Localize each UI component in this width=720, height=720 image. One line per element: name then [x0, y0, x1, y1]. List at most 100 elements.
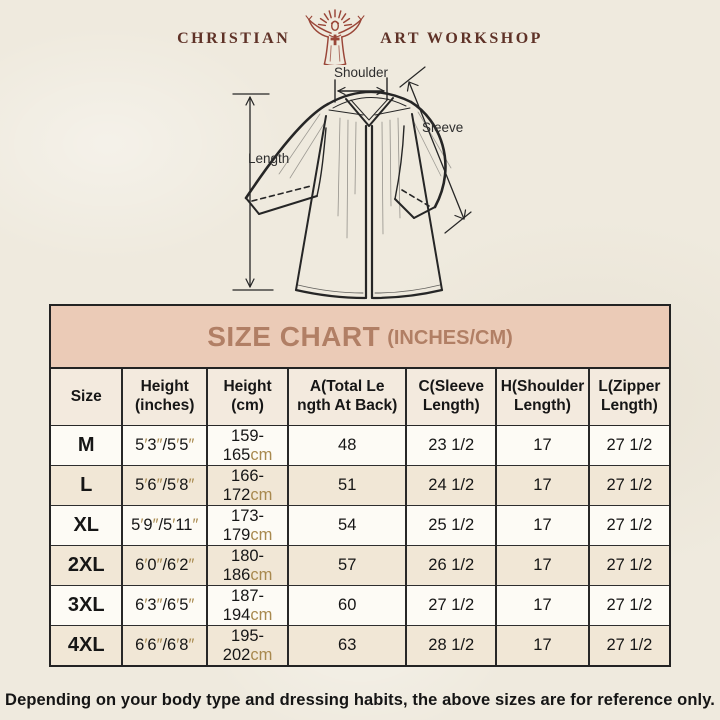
- size-value: 27 1/2: [405, 585, 497, 626]
- unit-mark: ′: [176, 436, 180, 454]
- size-value: 24 1/2: [405, 465, 497, 506]
- unit-mark: ′: [144, 436, 148, 454]
- unit-mark: ″: [188, 476, 195, 494]
- unit-mark: ′: [176, 556, 180, 574]
- size-row-2XL: 2XL 6′0″/6′2″ 180-186cm 57 26 1/2 17 27 1/2: [51, 545, 669, 586]
- size-label: L: [51, 465, 123, 506]
- size-label: 3XL: [51, 585, 123, 626]
- size-value: 28 1/2: [405, 625, 497, 665]
- size-value: 6′3″/6′5″: [121, 585, 208, 626]
- size-row-M: M 5′3″/5′5″ 159-165cm 48 23 1/2 17 27 1/2: [51, 425, 669, 466]
- size-value: 26 1/2: [405, 545, 497, 586]
- unit-mark: ″: [156, 556, 163, 574]
- cm-unit: cm: [250, 445, 273, 464]
- size-value: 27 1/2: [587, 425, 669, 466]
- unit-mark: ″: [156, 636, 163, 654]
- size-value: 6′0″/6′2″: [121, 545, 208, 586]
- footer-note: Depending on your body type and dressing…: [5, 691, 715, 709]
- cm-unit: cm: [250, 565, 273, 584]
- robe-measurement-diagram: Shoulder Sleeve Length: [0, 66, 720, 302]
- unit-mark: ″: [188, 596, 195, 614]
- size-value: 187-194cm: [206, 585, 289, 626]
- unit-mark: ′: [176, 636, 180, 654]
- logo-text-right: ART WORKSHOP: [380, 30, 543, 47]
- logo-text-left: CHRISTIAN: [177, 30, 291, 47]
- size-value: 6′6″/6′8″: [121, 625, 208, 665]
- size-value: 48: [287, 425, 407, 466]
- size-label: 2XL: [51, 545, 123, 586]
- column-header: H(Shoulder Length): [495, 369, 589, 426]
- jesus-figure-icon: [305, 9, 365, 65]
- size-value: 60: [287, 585, 407, 626]
- size-value: 27 1/2: [587, 505, 669, 546]
- size-value: 27 1/2: [587, 545, 669, 586]
- unit-mark: ″: [192, 516, 199, 534]
- unit-mark: ′: [176, 596, 180, 614]
- size-value: 23 1/2: [405, 425, 497, 466]
- unit-mark: ′: [144, 556, 148, 574]
- size-value: 166-172cm: [206, 465, 289, 506]
- size-chart-unit-note: (INCHES/CM): [387, 327, 513, 349]
- unit-mark: ′: [144, 636, 148, 654]
- size-value: 51: [287, 465, 407, 506]
- size-chart-title-text: SIZE CHART: [207, 320, 381, 352]
- size-row-4XL: 4XL 6′6″/6′8″ 195-202cm 63 28 1/2 17 27 1/2: [51, 625, 669, 665]
- size-label: XL: [51, 505, 123, 546]
- unit-mark: ″: [188, 436, 195, 454]
- sleeve-label: Sleeve: [422, 120, 463, 135]
- size-label: 4XL: [51, 625, 123, 665]
- size-table-header-row: Size Height (inches) Height (cm) A(Total Le ng…: [51, 369, 669, 426]
- unit-mark: ″: [188, 556, 195, 574]
- size-value: 25 1/2: [405, 505, 497, 546]
- size-value: 63: [287, 625, 407, 665]
- unit-mark: ′: [144, 476, 148, 494]
- length-label: Length: [248, 151, 289, 166]
- column-header: Height (inches): [121, 369, 208, 426]
- size-row-3XL: 3XL 6′3″/6′5″ 187-194cm 60 27 1/2 17 27 1/2: [51, 585, 669, 626]
- column-header: L(Zipper Length): [587, 369, 669, 426]
- unit-mark: ′: [172, 516, 176, 534]
- size-chart-title: SIZE CHART (INCHES/CM): [51, 306, 669, 369]
- size-value: 17: [495, 625, 589, 665]
- robe-outline-icon: Shoulder Sleeve Length: [232, 66, 472, 300]
- cm-unit: cm: [250, 645, 273, 664]
- size-value: 17: [495, 425, 589, 466]
- cm-unit: cm: [250, 605, 273, 624]
- size-value: 159-165cm: [206, 425, 289, 466]
- unit-mark: ″: [156, 596, 163, 614]
- unit-mark: ″: [152, 516, 159, 534]
- size-row-XL: XL 5′9″/5′11″ 173-179cm 54 25 1/2 17 27 1/2: [51, 505, 669, 546]
- size-value: 17: [495, 585, 589, 626]
- size-row-L: L 5′6″/5′8″ 166-172cm 51 24 1/2 17 27 1/2: [51, 465, 669, 506]
- size-value: 17: [495, 465, 589, 506]
- size-value: 17: [495, 505, 589, 546]
- unit-mark: ″: [188, 636, 195, 654]
- size-value: 57: [287, 545, 407, 586]
- size-value: 17: [495, 545, 589, 586]
- unit-mark: ′: [140, 516, 144, 534]
- size-chart: SIZE CHART (INCHES/CM) Size Height (inches…: [49, 304, 671, 667]
- size-value: 27 1/2: [587, 625, 669, 665]
- unit-mark: ′: [144, 596, 148, 614]
- size-value: 195-202cm: [206, 625, 289, 665]
- cm-unit: cm: [250, 485, 273, 504]
- column-header: Size: [51, 369, 123, 426]
- size-label: M: [51, 425, 123, 466]
- column-header: A(Total Le ngth At Back): [287, 369, 407, 426]
- logo: CHRISTIAN: [0, 0, 720, 66]
- size-value: 5′9″/5′11″: [121, 505, 208, 546]
- size-value: 27 1/2: [587, 585, 669, 626]
- cm-unit: cm: [250, 525, 273, 544]
- size-value: 5′6″/5′8″: [121, 465, 208, 506]
- column-header: C(Sleeve Length): [405, 369, 497, 426]
- unit-mark: ′: [176, 476, 180, 494]
- column-header: Height (cm): [206, 369, 289, 426]
- size-value: 27 1/2: [587, 465, 669, 506]
- size-value: 54: [287, 505, 407, 546]
- size-value: 180-186cm: [206, 545, 289, 586]
- size-table: Size Height (inches) Height (cm) A(Total Le ng…: [51, 369, 669, 665]
- shoulder-label: Shoulder: [334, 66, 389, 80]
- unit-mark: ″: [156, 476, 163, 494]
- unit-mark: ″: [156, 436, 163, 454]
- size-value: 173-179cm: [206, 505, 289, 546]
